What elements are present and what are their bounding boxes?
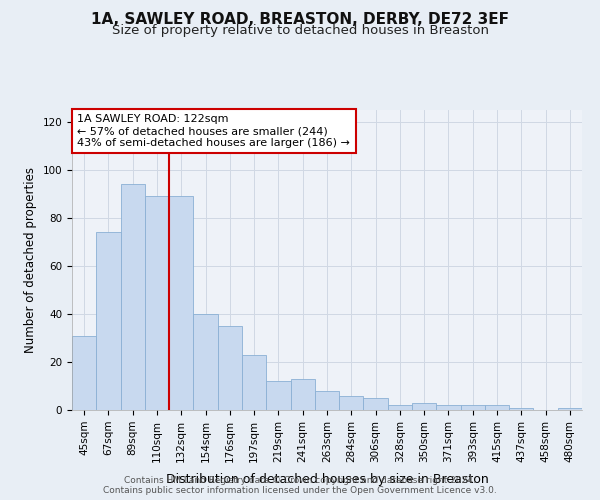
Bar	[461, 405, 485, 410]
Bar	[266, 381, 290, 410]
Bar	[121, 184, 145, 410]
Bar	[72, 336, 96, 410]
X-axis label: Distribution of detached houses by size in Breaston: Distribution of detached houses by size …	[166, 473, 488, 486]
Text: Contains public sector information licensed under the Open Government Licence v3: Contains public sector information licen…	[103, 486, 497, 495]
Text: 1A SAWLEY ROAD: 122sqm
← 57% of detached houses are smaller (244)
43% of semi-de: 1A SAWLEY ROAD: 122sqm ← 57% of detached…	[77, 114, 350, 148]
Bar	[315, 391, 339, 410]
Bar	[193, 314, 218, 410]
Bar	[339, 396, 364, 410]
Y-axis label: Number of detached properties: Number of detached properties	[24, 167, 37, 353]
Bar	[218, 326, 242, 410]
Bar	[412, 403, 436, 410]
Bar	[436, 405, 461, 410]
Bar	[558, 408, 582, 410]
Bar	[388, 405, 412, 410]
Bar	[509, 408, 533, 410]
Bar	[290, 379, 315, 410]
Bar	[169, 196, 193, 410]
Text: Size of property relative to detached houses in Breaston: Size of property relative to detached ho…	[112, 24, 488, 37]
Bar	[485, 405, 509, 410]
Bar	[242, 355, 266, 410]
Text: 1A, SAWLEY ROAD, BREASTON, DERBY, DE72 3EF: 1A, SAWLEY ROAD, BREASTON, DERBY, DE72 3…	[91, 12, 509, 28]
Text: Contains HM Land Registry data © Crown copyright and database right 2024.: Contains HM Land Registry data © Crown c…	[124, 476, 476, 485]
Bar	[145, 196, 169, 410]
Bar	[96, 232, 121, 410]
Bar	[364, 398, 388, 410]
